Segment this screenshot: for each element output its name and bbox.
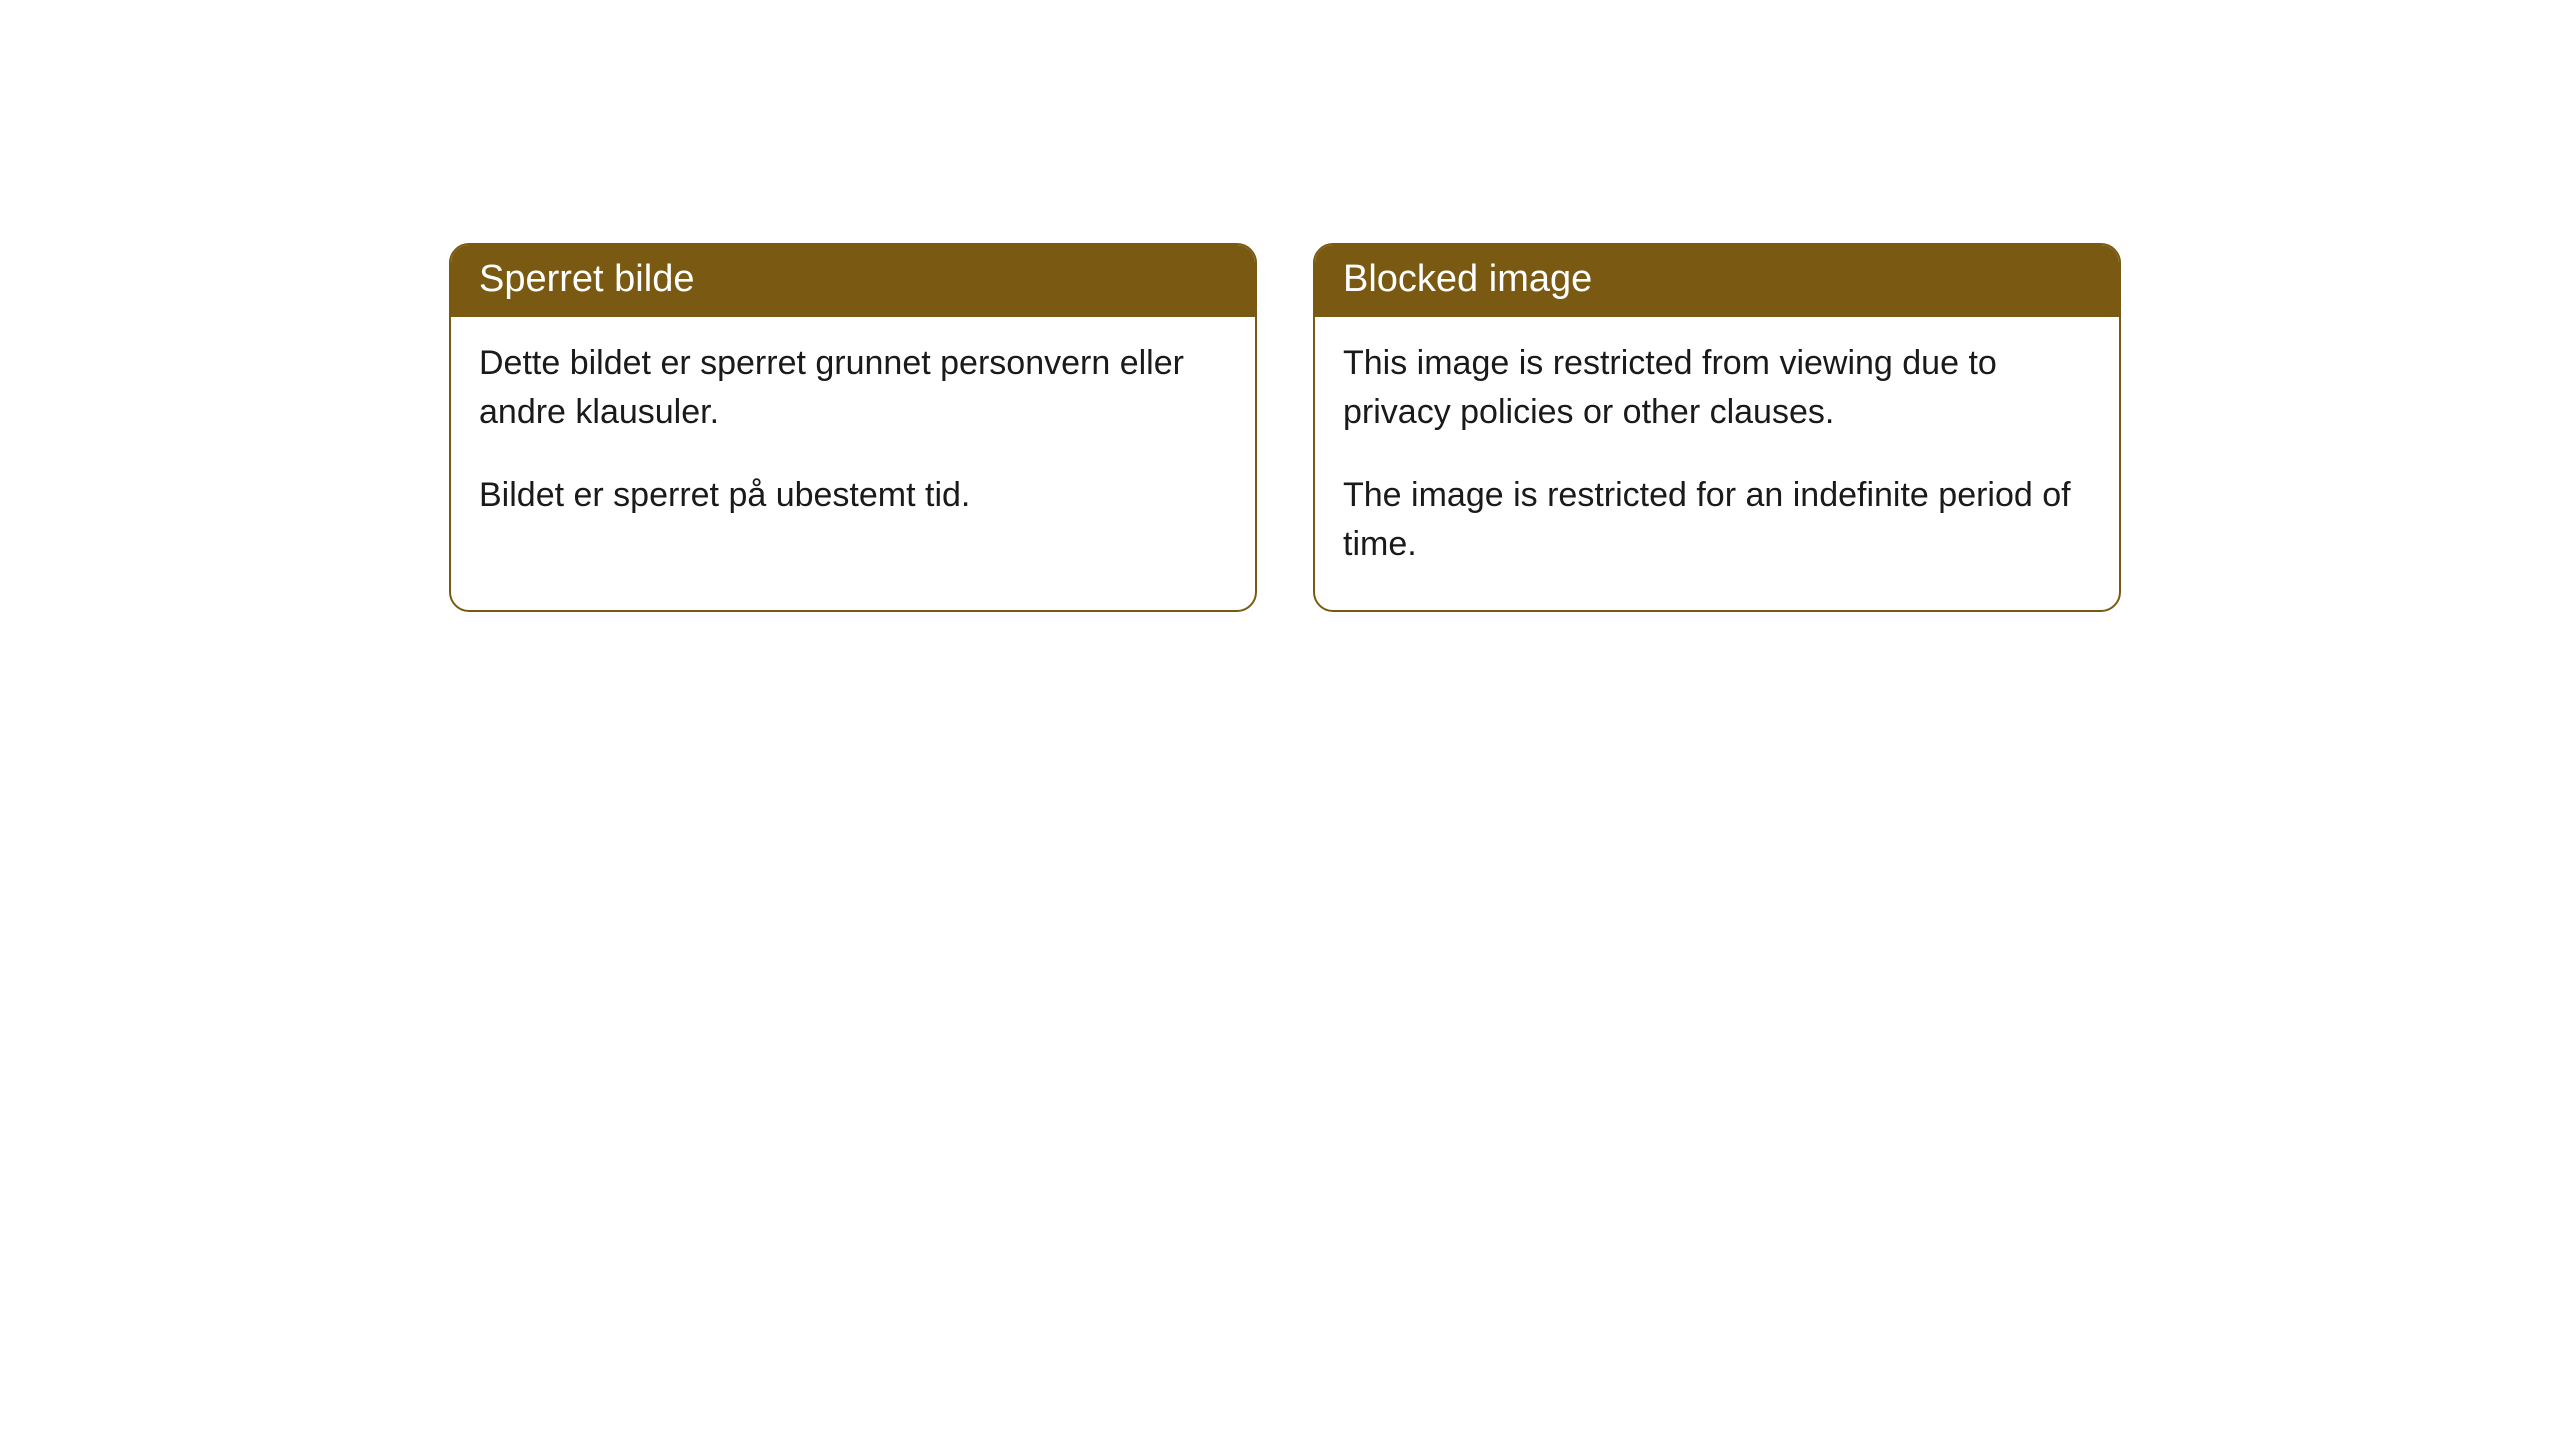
notice-header: Blocked image [1315, 245, 2119, 317]
notice-body: Dette bildet er sperret grunnet personve… [451, 317, 1255, 561]
notice-text-line1: Dette bildet er sperret grunnet personve… [479, 339, 1227, 438]
notice-container: Sperret bilde Dette bildet er sperret gr… [449, 243, 2121, 612]
notice-header: Sperret bilde [451, 245, 1255, 317]
notice-body: This image is restricted from viewing du… [1315, 317, 2119, 610]
notice-card-english: Blocked image This image is restricted f… [1313, 243, 2121, 612]
notice-card-norwegian: Sperret bilde Dette bildet er sperret gr… [449, 243, 1257, 612]
notice-text-line1: This image is restricted from viewing du… [1343, 339, 2091, 438]
notice-text-line2: Bildet er sperret på ubestemt tid. [479, 471, 1227, 520]
notice-text-line2: The image is restricted for an indefinit… [1343, 471, 2091, 570]
